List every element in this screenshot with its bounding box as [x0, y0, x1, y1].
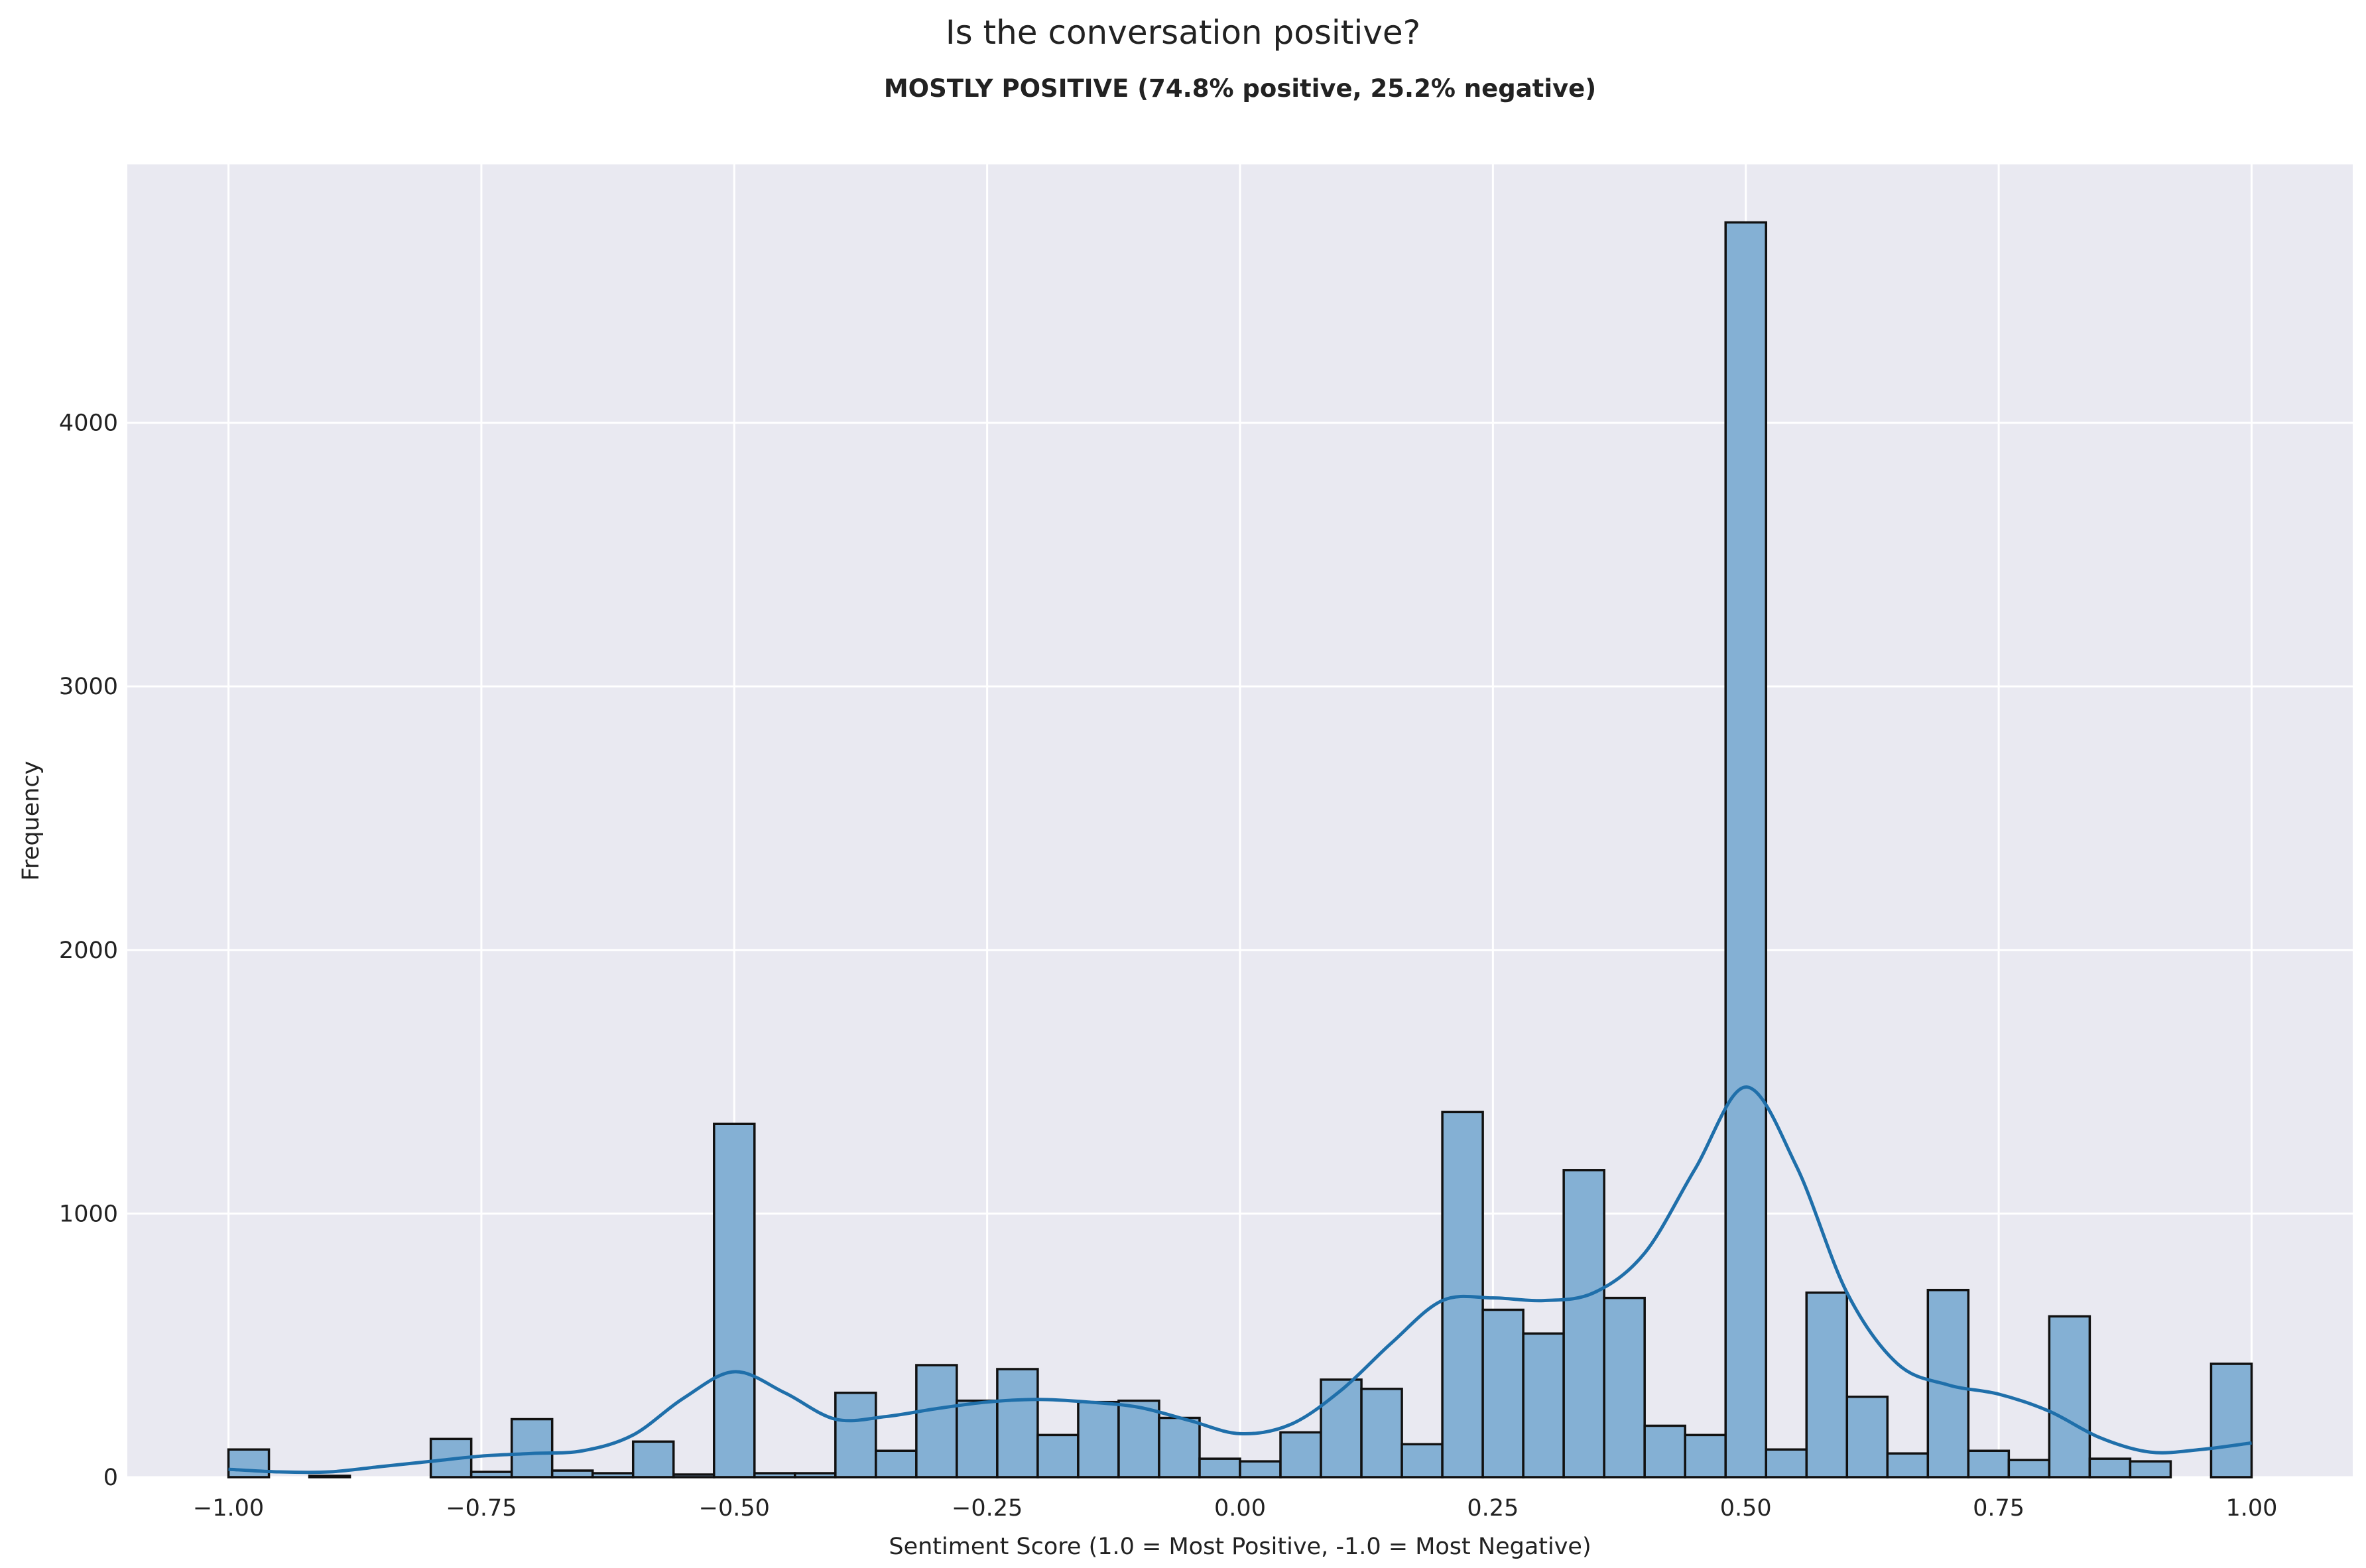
histogram-bar	[1279, 1431, 1322, 1478]
y-axis-ticks: 0 1000 2000 3000 4000	[59, 410, 118, 1491]
histogram-bar	[1481, 1308, 1525, 1478]
histogram-bar	[713, 1122, 756, 1478]
histogram-bar	[1198, 1457, 1241, 1478]
histogram-bar	[227, 1448, 271, 1478]
x-axis-label: Sentiment Score (1.0 = Most Positive, -1…	[889, 1534, 1591, 1560]
histogram-bar	[1967, 1449, 2011, 1478]
histogram-bar	[1845, 1395, 1889, 1478]
histogram-bar	[631, 1440, 675, 1478]
histogram-bar	[794, 1472, 837, 1478]
histogram-bar	[1765, 1448, 1808, 1478]
histogram-bar	[996, 1368, 1039, 1478]
y-tick-label: 3000	[59, 674, 118, 700]
x-tick-label: 0.25	[1467, 1495, 1519, 1522]
histogram-bar	[1360, 1388, 1403, 1478]
histogram-bar	[1117, 1399, 1160, 1478]
histogram-bar	[956, 1399, 999, 1478]
histogram-bar	[1643, 1424, 1686, 1478]
histogram-bar	[1603, 1296, 1646, 1478]
chart-title: MOSTLY POSITIVE (74.8% positive, 25.2% n…	[883, 74, 1597, 103]
histogram-bar	[1522, 1332, 1565, 1478]
x-axis-ticks: −1.00 −0.75 −0.50 −0.25 0.00 0.25 0.50 0.75 1.00	[193, 1495, 2278, 1522]
y-tick-label: 2000	[59, 937, 118, 964]
histogram-bar	[834, 1392, 877, 1478]
y-tick-label: 4000	[59, 410, 118, 437]
x-tick-label: 0.00	[1214, 1495, 1266, 1522]
histogram-bar	[308, 1475, 351, 1478]
histogram-bar	[1562, 1169, 1605, 1478]
histogram-bar	[469, 1471, 513, 1478]
histogram-bar	[1158, 1416, 1201, 1478]
histogram-bar	[875, 1449, 918, 1478]
histogram-bar	[591, 1472, 635, 1478]
x-tick-label: 1.00	[2225, 1495, 2277, 1522]
histogram-bar	[915, 1364, 958, 1478]
histogram-bar	[1886, 1452, 1930, 1478]
histogram-bar	[1401, 1443, 1444, 1478]
y-axis-label: Frequency	[18, 761, 44, 881]
histogram-bar	[1805, 1291, 1849, 1478]
histogram-bar	[1036, 1433, 1080, 1478]
x-tick-label: 0.75	[1973, 1495, 2024, 1522]
x-tick-label: −0.25	[952, 1495, 1023, 1522]
histogram-bars	[227, 221, 2253, 1478]
histogram-bar	[1441, 1111, 1484, 1478]
x-tick-label: −0.50	[699, 1495, 770, 1522]
histogram-bar	[550, 1469, 594, 1478]
x-tick-label: −0.75	[446, 1495, 517, 1522]
histogram-bar	[672, 1473, 716, 1478]
histogram-bar	[1320, 1378, 1363, 1478]
y-tick-label: 1000	[59, 1201, 118, 1227]
histogram-bar	[2129, 1460, 2172, 1478]
x-tick-label: −1.00	[193, 1495, 264, 1522]
x-tick-label: 0.50	[1720, 1495, 1772, 1522]
histogram-bar	[510, 1417, 554, 1478]
histogram-bar	[753, 1472, 796, 1478]
histogram-bar	[1724, 221, 1767, 1478]
y-tick-label: 0	[103, 1465, 118, 1491]
histogram-bar	[1077, 1400, 1120, 1478]
histogram-bar	[2210, 1362, 2253, 1478]
kde-line	[228, 1085, 2252, 1475]
histogram-bar	[2007, 1459, 2051, 1478]
histogram-bar	[1684, 1433, 1727, 1478]
histogram-bar	[2088, 1457, 2132, 1478]
histogram-bar	[2048, 1315, 2091, 1478]
histogram-bar	[1239, 1460, 1282, 1478]
chart-suptitle: Is the conversation positive?	[945, 13, 1421, 52]
